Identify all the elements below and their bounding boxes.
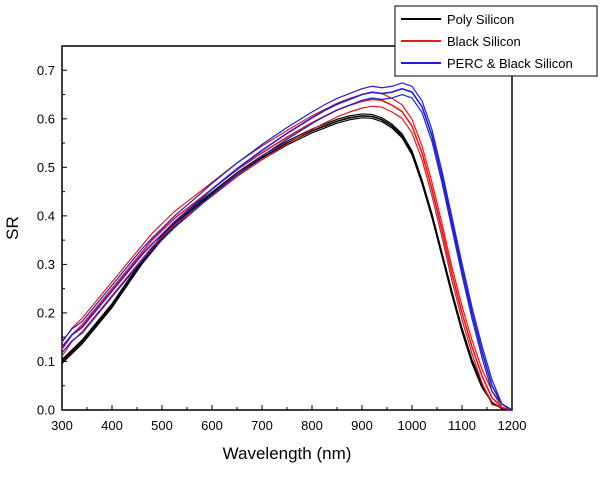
series-line — [61, 105, 513, 411]
y-tick-label: 0.0 — [37, 403, 55, 418]
x-axis-label: Wavelength (nm) — [223, 444, 352, 463]
x-tick-label: 500 — [151, 418, 173, 433]
x-tick-label: 1000 — [398, 418, 427, 433]
y-tick-label: 0.4 — [37, 208, 55, 223]
legend-label: PERC & Black Silicon — [447, 56, 573, 71]
x-axis: 300 400 500 600 700 800 900 1000 1100 1200 — [51, 405, 526, 433]
series-perc-black-silicon — [61, 82, 513, 411]
series-line — [61, 82, 513, 411]
series-line — [61, 91, 513, 411]
y-tick-label: 0.1 — [37, 354, 55, 369]
x-tick-label: 700 — [251, 418, 273, 433]
legend: Poly Silicon Black Silicon PERC & Black Si… — [394, 5, 598, 77]
x-tick-label: 1100 — [448, 418, 476, 433]
y-tick-label: 0.5 — [37, 160, 55, 175]
legend-label: Poly Silicon — [447, 12, 514, 27]
plot-area — [61, 45, 513, 411]
x-tick-label: 600 — [201, 418, 223, 433]
y-tick-label: 0.2 — [37, 305, 55, 320]
y-tick-label: 0.7 — [37, 63, 55, 78]
series-layer — [61, 82, 513, 411]
y-tick-label: 0.3 — [37, 257, 55, 272]
series-line — [61, 93, 513, 411]
y-axis-label: SR — [3, 216, 22, 240]
legend-label: Black Silicon — [447, 34, 521, 49]
y-axis: 0.0 0.1 0.2 0.3 0.4 0.5 0.6 0.7 — [37, 45, 67, 418]
y-tick-label: 0.6 — [37, 111, 55, 126]
x-tick-label: 900 — [351, 418, 373, 433]
x-tick-label: 400 — [101, 418, 123, 433]
x-tick-label: 800 — [301, 418, 323, 433]
series-line — [61, 87, 513, 411]
x-tick-label: 1200 — [498, 418, 527, 433]
x-tick-label: 300 — [51, 418, 73, 433]
